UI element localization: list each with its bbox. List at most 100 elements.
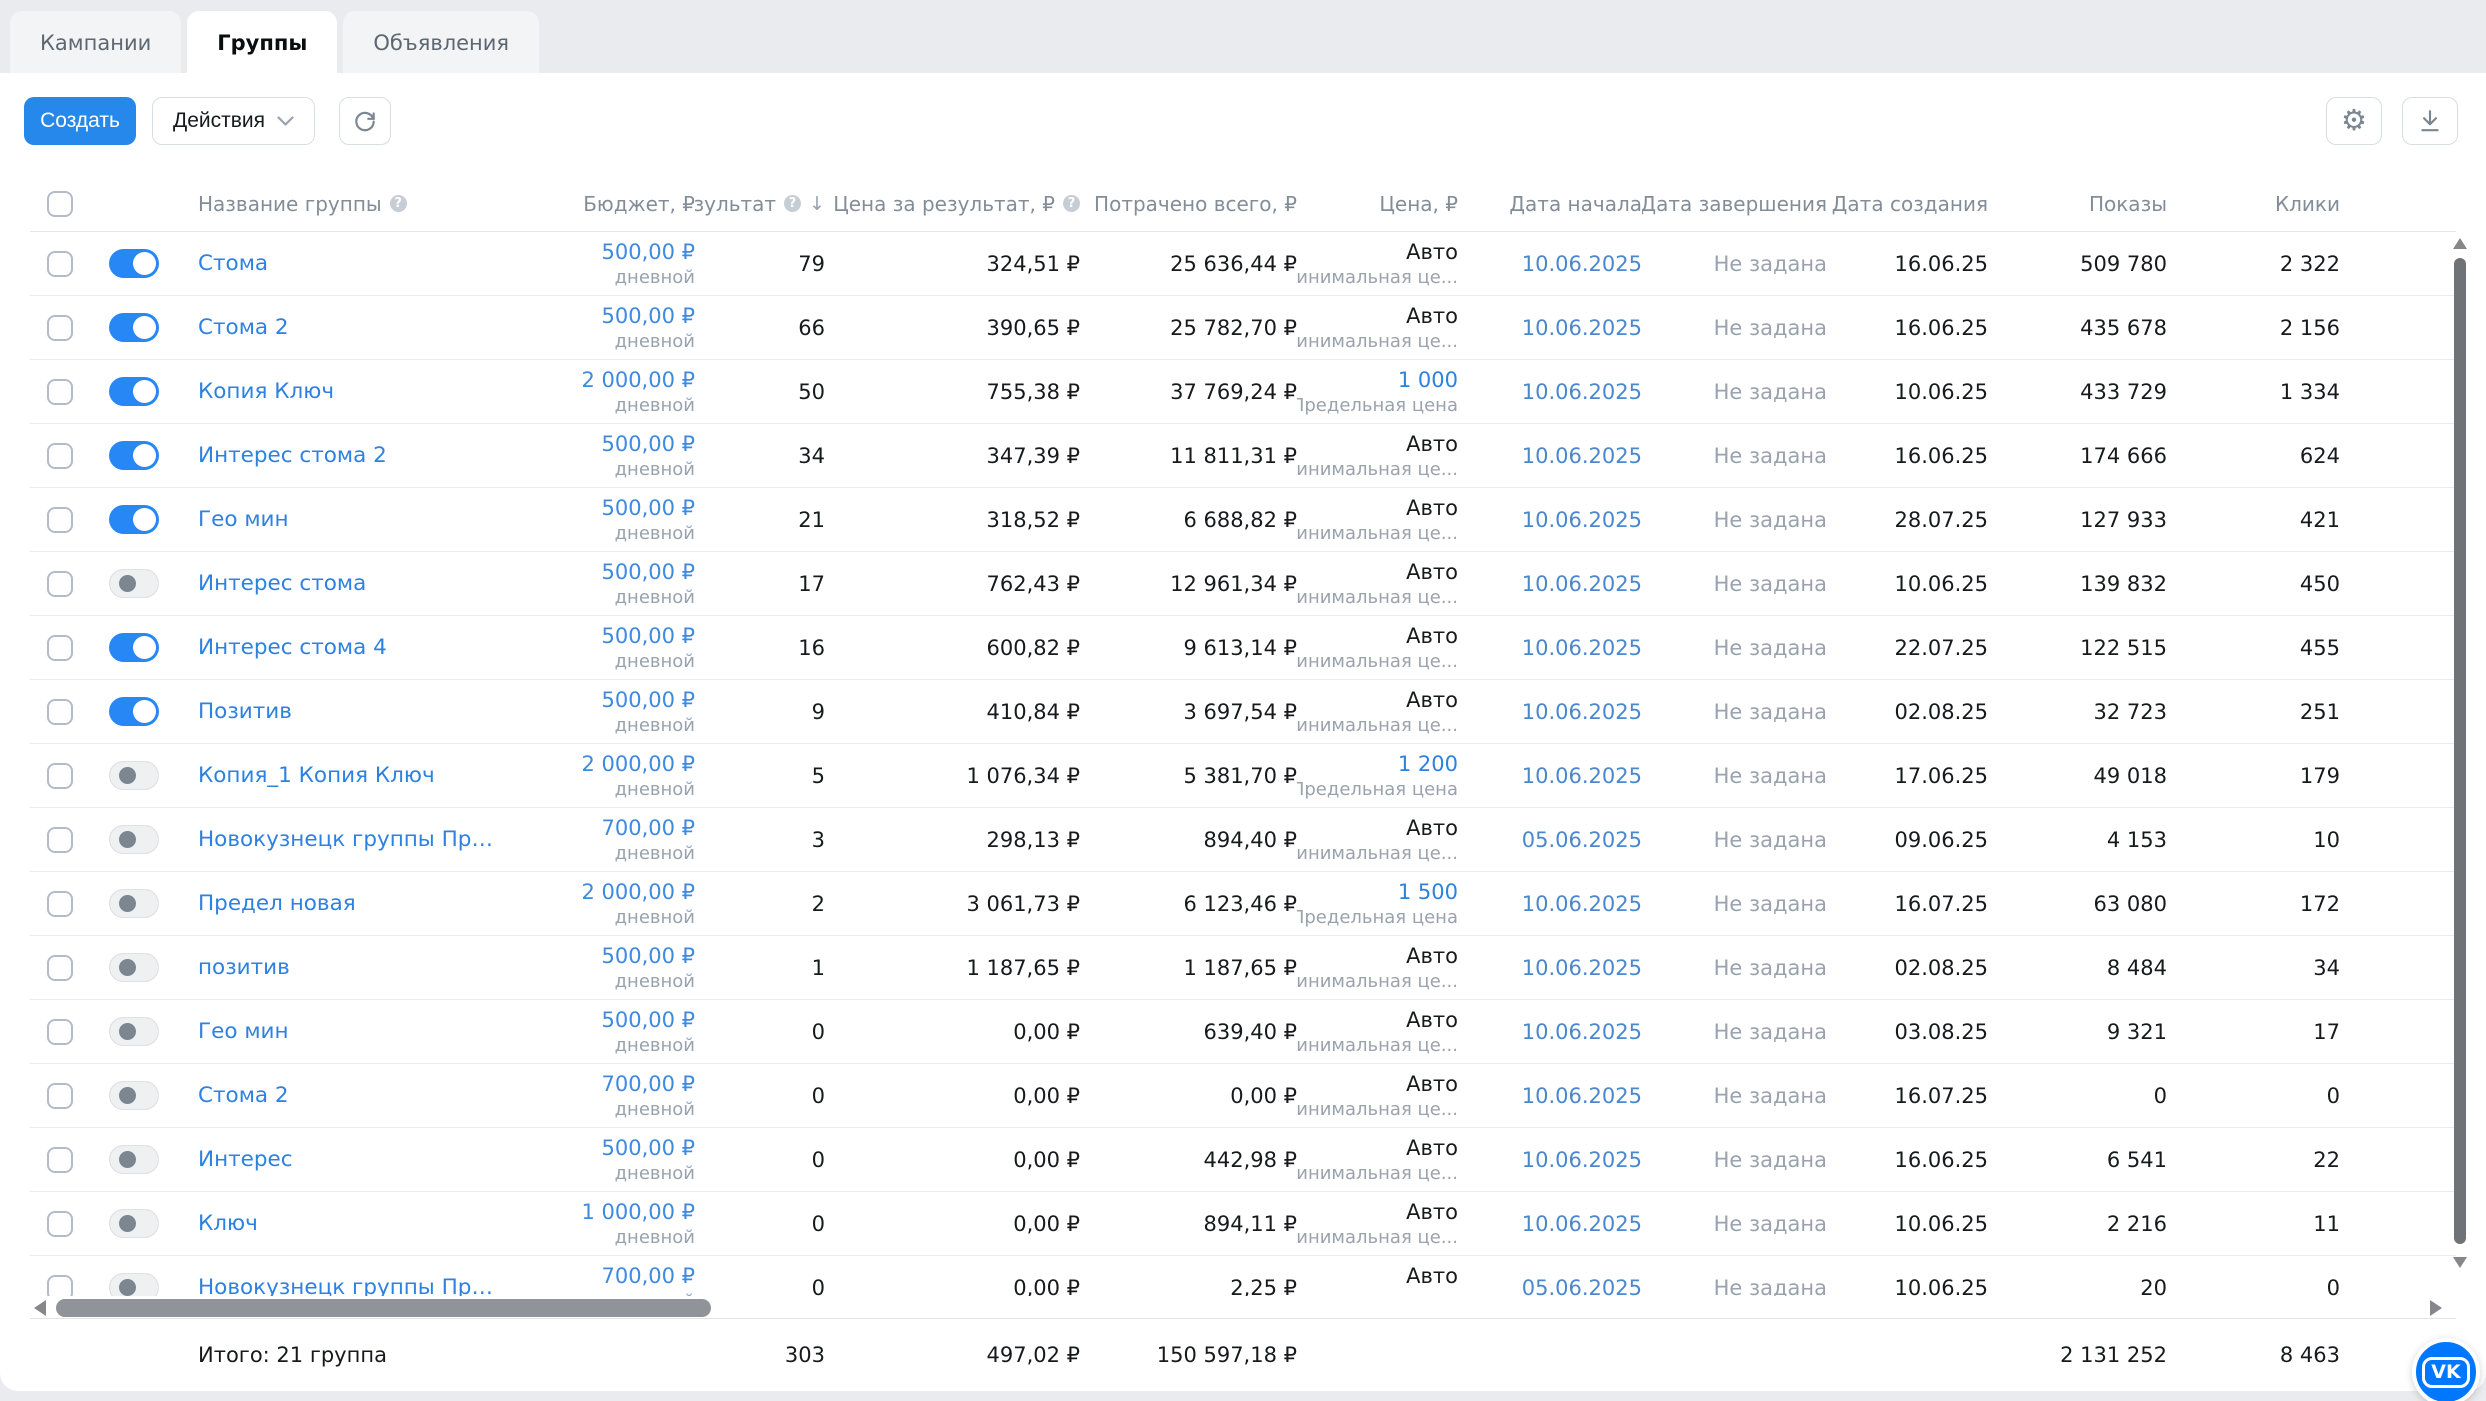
date-start-link[interactable]: 10.06.2025 (1521, 507, 1642, 532)
row-checkbox[interactable] (47, 1274, 73, 1296)
row-checkbox[interactable] (47, 826, 73, 853)
status-toggle[interactable] (109, 825, 159, 854)
date-start-link[interactable]: 10.06.2025 (1521, 1211, 1642, 1236)
status-toggle[interactable] (109, 1273, 159, 1296)
date-start-link[interactable]: 10.06.2025 (1521, 443, 1642, 468)
refresh-button[interactable] (339, 97, 392, 145)
date-start-link[interactable]: 10.06.2025 (1521, 891, 1642, 916)
row-checkbox[interactable] (47, 378, 73, 405)
status-toggle[interactable] (109, 1017, 159, 1046)
date-start-link[interactable]: 10.06.2025 (1521, 1083, 1642, 1108)
group-name-link[interactable]: Интерес стома (198, 571, 367, 596)
group-name-link[interactable]: Интерес стома 4 (198, 635, 387, 660)
download-button[interactable] (2402, 97, 2458, 145)
date-start-link[interactable]: 10.06.2025 (1521, 699, 1642, 724)
group-name-link[interactable]: Новокузнецк группы Протезиров... (198, 1275, 500, 1296)
column-header-spent[interactable]: Потрачено всего, ₽ (1094, 191, 1297, 216)
sort-desc-icon[interactable]: ↓ (809, 192, 825, 215)
date-start-link[interactable]: 10.06.2025 (1521, 571, 1642, 596)
horizontal-scrollbar-thumb[interactable] (56, 1299, 711, 1317)
status-toggle[interactable] (109, 697, 159, 726)
date-start-link[interactable]: 10.06.2025 (1521, 763, 1642, 788)
date-start-link[interactable]: 10.06.2025 (1521, 315, 1642, 340)
date-start-link[interactable]: 10.06.2025 (1521, 635, 1642, 660)
row-checkbox[interactable] (47, 1018, 73, 1045)
help-icon[interactable]: ? (1063, 195, 1080, 212)
column-header-date-start[interactable]: Дата начала (1509, 191, 1642, 216)
column-header-date-end[interactable]: Дата завершения (1642, 191, 1827, 216)
tab-groups[interactable]: Группы (187, 11, 338, 74)
status-toggle[interactable] (109, 249, 159, 278)
select-all-checkbox[interactable] (47, 190, 73, 217)
date-start-link[interactable]: 10.06.2025 (1521, 1019, 1642, 1044)
vertical-scrollbar-thumb[interactable] (2454, 258, 2466, 1244)
vertical-scrollbar[interactable] (2452, 236, 2468, 1296)
scroll-down-arrow-icon[interactable] (2453, 1257, 2467, 1268)
status-toggle[interactable] (109, 441, 159, 470)
group-name-link[interactable]: Интерес стома 2 (198, 443, 387, 468)
help-icon[interactable]: ? (784, 195, 802, 212)
row-checkbox[interactable] (47, 762, 73, 789)
group-name-link[interactable]: позитив (198, 955, 290, 980)
status-toggle[interactable] (109, 1209, 159, 1238)
horizontal-scrollbar[interactable] (30, 1298, 2456, 1318)
settings-button[interactable]: ⚙ (2326, 97, 2382, 145)
row-checkbox[interactable] (47, 314, 73, 341)
column-header-cost-per-result[interactable]: Цена за результат, ₽ ? (825, 176, 1080, 231)
group-name-link[interactable]: Стома 2 (198, 1083, 289, 1108)
date-start-link[interactable]: 10.06.2025 (1521, 251, 1642, 276)
group-name-link[interactable]: Новокузнецк группы Протезиров... (198, 827, 500, 852)
column-header-name[interactable]: Название группы ? (178, 176, 500, 231)
column-header-result[interactable]: Результат ? ↓ (695, 191, 825, 216)
status-toggle[interactable] (109, 505, 159, 534)
date-start-link[interactable]: 10.06.2025 (1521, 955, 1642, 980)
row-checkbox[interactable] (47, 954, 73, 981)
vk-support-button[interactable]: VK (2412, 1338, 2480, 1401)
row-checkbox[interactable] (47, 634, 73, 661)
status-toggle[interactable] (109, 889, 159, 918)
group-name-link[interactable]: Ключ (198, 1211, 258, 1236)
row-checkbox[interactable] (47, 1082, 73, 1109)
scroll-right-arrow-icon[interactable] (2430, 1300, 2442, 1316)
row-checkbox[interactable] (47, 442, 73, 469)
column-header-price[interactable]: Цена, ₽ (1379, 191, 1458, 216)
date-start-link[interactable]: 05.06.2025 (1521, 1275, 1642, 1297)
status-toggle[interactable] (109, 633, 159, 662)
status-toggle[interactable] (109, 1081, 159, 1110)
actions-dropdown[interactable]: Действия (152, 97, 316, 145)
row-checkbox[interactable] (47, 890, 73, 917)
group-name-link[interactable]: Копия Ключ (198, 379, 335, 404)
column-header-clicks[interactable]: Клики (2274, 191, 2340, 216)
column-header-date-created[interactable]: Дата создания (1831, 191, 1988, 216)
column-header-budget[interactable]: Бюджет, ₽ (583, 191, 695, 216)
date-start-link[interactable]: 10.06.2025 (1521, 379, 1642, 404)
help-icon[interactable]: ? (389, 195, 407, 212)
status-toggle[interactable] (109, 761, 159, 790)
row-checkbox[interactable] (47, 506, 73, 533)
create-button[interactable]: Создать (24, 97, 136, 145)
group-name-link[interactable]: Гео мин (198, 507, 289, 532)
group-name-link[interactable]: Позитив (198, 699, 292, 724)
tab-campaigns[interactable]: Кампании (10, 11, 182, 74)
status-toggle[interactable] (109, 377, 159, 406)
status-toggle[interactable] (109, 313, 159, 342)
tab-ads[interactable]: Объявления (343, 11, 540, 74)
scroll-left-arrow-icon[interactable] (34, 1300, 46, 1316)
status-toggle[interactable] (109, 569, 159, 598)
row-checkbox[interactable] (47, 1210, 73, 1237)
group-name-link[interactable]: Стома 2 (198, 315, 289, 340)
group-name-link[interactable]: Предел новая (198, 891, 356, 916)
date-start-link[interactable]: 05.06.2025 (1521, 827, 1642, 852)
status-toggle[interactable] (109, 953, 159, 982)
group-name-link[interactable]: Гео мин (198, 1019, 289, 1044)
group-name-link[interactable]: Интерес (198, 1147, 293, 1172)
date-start-link[interactable]: 10.06.2025 (1521, 1147, 1642, 1172)
group-name-link[interactable]: Стома (198, 251, 269, 276)
row-checkbox[interactable] (47, 570, 73, 597)
group-name-link[interactable]: Копия_1 Копия Ключ (198, 763, 435, 788)
row-checkbox[interactable] (47, 698, 73, 725)
status-toggle[interactable] (109, 1145, 159, 1174)
row-checkbox[interactable] (47, 1146, 73, 1173)
scroll-up-arrow-icon[interactable] (2453, 238, 2467, 249)
column-header-impressions[interactable]: Показы (2088, 191, 2167, 216)
